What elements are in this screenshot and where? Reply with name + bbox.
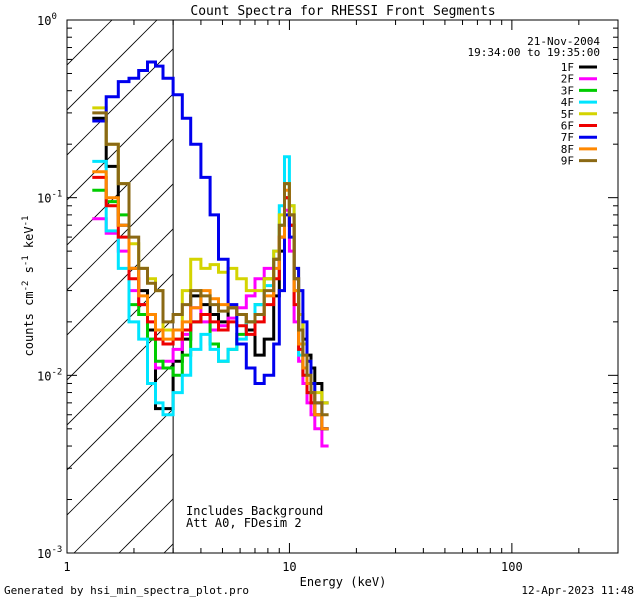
legend-label-5f: 5F xyxy=(561,108,574,121)
axis-ticks xyxy=(66,19,619,554)
hatch-line xyxy=(67,20,68,21)
hatch-line xyxy=(67,408,174,516)
hatch-line xyxy=(67,93,174,201)
hatch-line xyxy=(73,453,174,553)
legend-label-9f: 9F xyxy=(561,155,574,168)
y-tick-label: 100 xyxy=(37,12,57,28)
y-tick-labels: 100 10-1 10-2 10-3 xyxy=(37,12,62,561)
footer-timestamp: 12-Apr-2023 11:48 xyxy=(521,584,634,597)
legend-label-7f: 7F xyxy=(561,131,574,144)
legend-label-4f: 4F xyxy=(561,96,574,109)
x-tick-label: 100 xyxy=(501,560,523,574)
x-axis-label: Energy (keV) xyxy=(300,575,387,589)
legend-label-1f: 1F xyxy=(561,61,574,74)
legend-label-3f: 3F xyxy=(561,84,574,97)
y-tick-label: 10-1 xyxy=(37,190,62,206)
hatched-region xyxy=(67,20,174,553)
y-tick-label: 10-2 xyxy=(37,367,62,383)
x-tick-labels: 1 10 100 xyxy=(63,560,522,574)
time-range-label: 19:34:00 to 19:35:00 xyxy=(468,46,600,59)
series-line-7f xyxy=(92,60,329,431)
x-tick-label: 1 xyxy=(63,560,70,574)
legend-label-8f: 8F xyxy=(561,143,574,156)
footer-generated-by: Generated by hsi_min_spectra_plot.pro xyxy=(4,584,249,597)
hatch-line xyxy=(67,48,174,156)
hatch-line xyxy=(67,183,174,291)
legend-label-6f: 6F xyxy=(561,120,574,133)
legend-label-2f: 2F xyxy=(561,73,574,86)
hatch-line xyxy=(67,20,158,111)
y-tick-label: 10-3 xyxy=(37,545,62,561)
y-axis-label: counts cm-2 s-1 keV-1 xyxy=(21,216,36,357)
annotation-background: Includes Background xyxy=(186,504,323,518)
hatch-line xyxy=(67,273,174,381)
plot-frame xyxy=(66,19,619,554)
hatch-line xyxy=(67,138,174,246)
chart-title: Count Spectra for RHESSI Front Segments xyxy=(190,4,495,19)
hatch-line xyxy=(67,363,174,471)
annotation-attenuator: Att A0, FDesim 2 xyxy=(186,516,302,530)
hatch-line xyxy=(67,20,113,66)
x-tick-label: 10 xyxy=(282,560,296,574)
series-layer xyxy=(92,60,329,448)
series-line-9f xyxy=(92,111,329,417)
date-label: 21-Nov-2004 xyxy=(527,35,600,48)
hatch-line xyxy=(67,228,174,336)
